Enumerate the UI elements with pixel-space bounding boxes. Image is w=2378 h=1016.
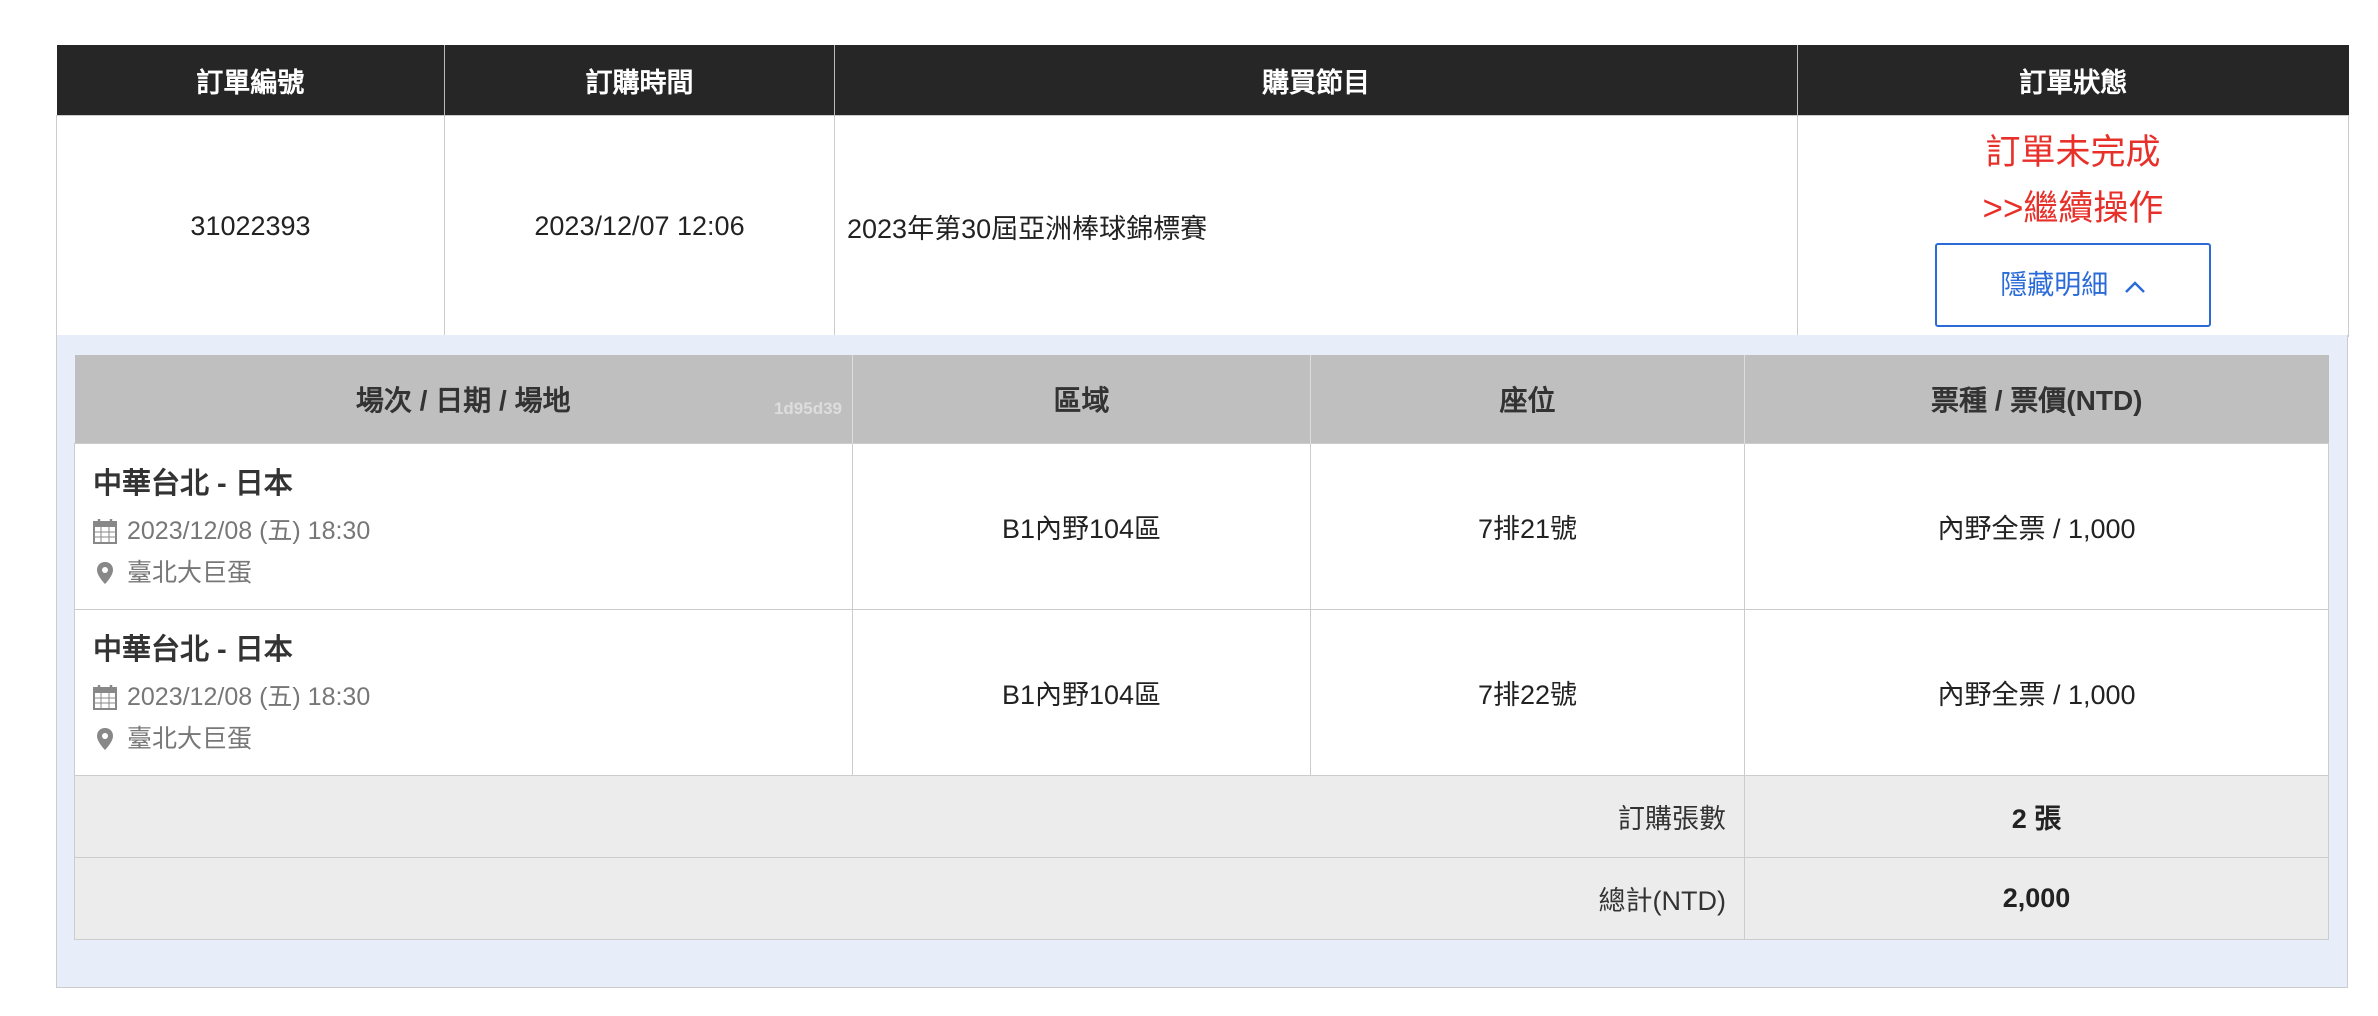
game-name: 中華台北 - 日本	[93, 467, 293, 500]
game-date: 2023/12/08 (五) 18:30	[127, 516, 371, 545]
ticket-row: 中華台北 - 日本 2023/12/08 (五) 18:30 臺北大巨蛋 B1內…	[74, 443, 2329, 610]
header-game: 場次 / 日期 / 場地 1d95d39	[74, 355, 853, 444]
game-venue: 臺北大巨蛋	[127, 724, 253, 753]
header-order-time: 訂購時間	[444, 45, 835, 116]
map-pin-icon	[97, 561, 113, 584]
header-seat: 座位	[1310, 355, 1745, 444]
area: B1內野104區	[852, 443, 1311, 610]
header-order-no: 訂單編號	[56, 45, 445, 116]
total-row: 總計(NTD) 2,000	[74, 857, 2329, 940]
header-ticket: 票種 / 票價(NTD)	[1744, 355, 2329, 444]
ticket-type-price: 內野全票 / 1,000	[1744, 443, 2329, 610]
chevron-up-icon	[2124, 281, 2145, 293]
order-time: 2023/12/07 12:06	[444, 115, 835, 337]
order-detail-panel: 場次 / 日期 / 場地 1d95d39 區域 座位 票種 / 票價(NTD) 中…	[56, 335, 2348, 988]
detail-table: 場次 / 日期 / 場地 1d95d39 區域 座位 票種 / 票價(NTD) 中…	[74, 355, 2329, 940]
order-row: 31022393 2023/12/07 12:06 2023年第30屆亞洲棒球錦…	[56, 115, 2349, 337]
program-name: 2023年第30屆亞洲棒球錦標賽	[834, 115, 1798, 337]
game-name: 中華台北 - 日本	[93, 633, 293, 666]
total-value: 2,000	[1744, 857, 2329, 940]
seat: 7排22號	[1310, 609, 1745, 776]
order-status-cell: 訂單未完成 >>繼續操作 隱藏明細	[1797, 115, 2349, 337]
area: B1內野104區	[852, 609, 1311, 776]
hide-details-label: 隱藏明細	[2000, 270, 2109, 300]
header-status: 訂單狀態	[1797, 45, 2349, 116]
header-program: 購買節目	[834, 45, 1798, 116]
order-no: 31022393	[56, 115, 445, 337]
game-venue: 臺北大巨蛋	[127, 558, 253, 587]
ticket-count-value: 2 張	[1744, 775, 2329, 858]
continue-link[interactable]: >>繼續操作	[1982, 189, 2164, 228]
ticket-type-price: 內野全票 / 1,000	[1744, 609, 2329, 776]
calendar-icon	[93, 684, 117, 710]
ticket-count-label: 訂購張數	[74, 775, 1745, 858]
order-table: 訂單編號 訂購時間 購買節目 訂單狀態 31022393 2023/12/07 …	[56, 45, 2349, 337]
header-hash: 1d95d39	[773, 399, 842, 418]
header-area: 區域	[852, 355, 1311, 444]
ticket-count-row: 訂購張數 2 張	[74, 775, 2329, 858]
game-cell: 中華台北 - 日本 2023/12/08 (五) 18:30 臺北大巨蛋	[74, 443, 853, 610]
hide-details-button[interactable]: 隱藏明細	[1935, 243, 2211, 327]
total-label: 總計(NTD)	[74, 857, 1745, 940]
status-text: 訂單未完成	[1985, 133, 2161, 172]
game-cell: 中華台北 - 日本 2023/12/08 (五) 18:30 臺北大巨蛋	[74, 609, 853, 776]
ticket-row: 中華台北 - 日本 2023/12/08 (五) 18:30 臺北大巨蛋 B1內…	[74, 609, 2329, 776]
header-game-label: 場次 / 日期 / 場地	[355, 385, 571, 416]
game-date: 2023/12/08 (五) 18:30	[127, 682, 371, 711]
seat: 7排21號	[1310, 443, 1745, 610]
map-pin-icon	[97, 727, 113, 750]
calendar-icon	[93, 518, 117, 544]
